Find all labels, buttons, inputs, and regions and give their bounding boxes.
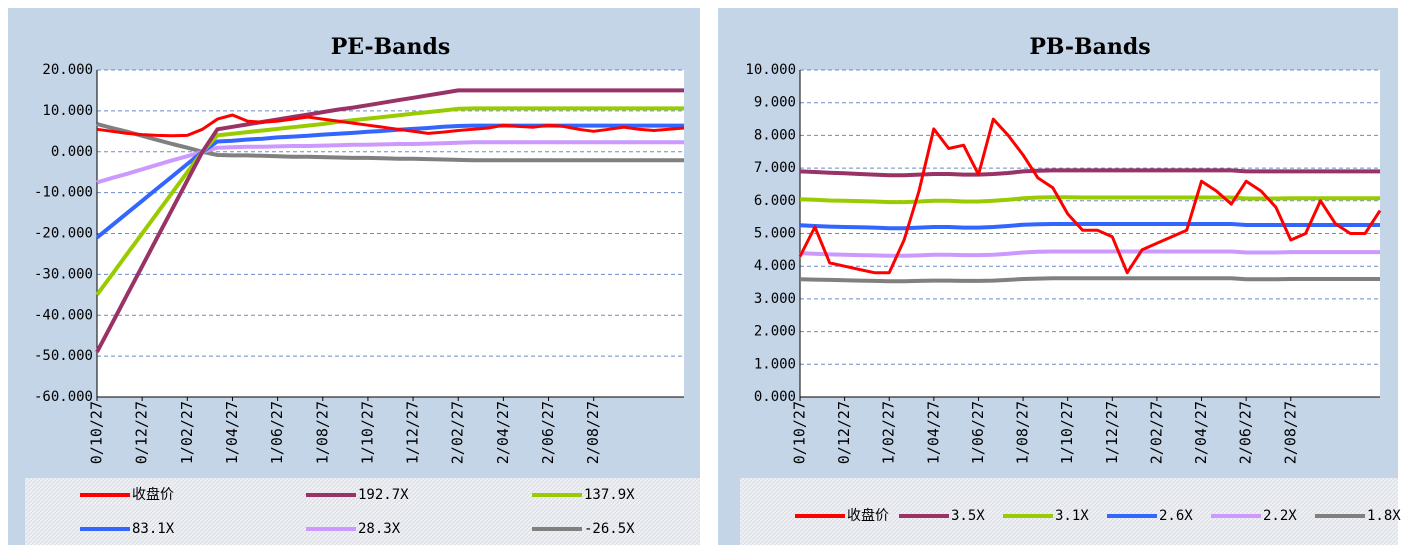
series-line bbox=[799, 168, 1380, 178]
x-tick-label: 1/10/27 bbox=[358, 401, 376, 464]
legend-box bbox=[25, 478, 700, 545]
y-tick-label: -60.000 bbox=[34, 389, 93, 405]
y-tick-label: 9.000 bbox=[754, 95, 796, 111]
legend-label: -26.5X bbox=[584, 521, 635, 537]
series-line bbox=[96, 122, 684, 163]
x-tick-label: 1/04/27 bbox=[924, 401, 942, 464]
x-tick-label: 1/12/27 bbox=[1103, 401, 1121, 464]
y-tick-label: 1.000 bbox=[754, 356, 796, 372]
x-tick-label: 2/02/27 bbox=[1147, 401, 1165, 464]
series-line bbox=[96, 113, 685, 138]
y-tick-label: 10.000 bbox=[745, 62, 796, 78]
legend-label: 2.2X bbox=[1263, 508, 1297, 524]
y-tick-label: -50.000 bbox=[34, 348, 93, 364]
y-tick-label: 20.000 bbox=[42, 62, 93, 78]
y-tick-label: 7.000 bbox=[754, 160, 796, 176]
x-tick-label: 1/06/27 bbox=[268, 401, 286, 464]
series-line bbox=[799, 276, 1380, 284]
y-tick-label: 0.000 bbox=[51, 144, 93, 160]
series-line bbox=[799, 195, 1380, 205]
legend-label: 收盘价 bbox=[132, 486, 174, 503]
x-tick-label: 1/08/27 bbox=[313, 401, 331, 464]
legend-box bbox=[740, 478, 1398, 545]
x-tick-label: 1/12/27 bbox=[404, 401, 422, 464]
y-tick-label: 10.000 bbox=[42, 103, 93, 119]
x-tick-label: 0/12/27 bbox=[835, 401, 853, 464]
legend-label: 28.3X bbox=[358, 521, 401, 537]
chart-title: PB-Bands bbox=[1029, 34, 1150, 60]
y-tick-label: 4.000 bbox=[754, 258, 796, 274]
x-tick-label: 0/10/27 bbox=[88, 401, 106, 464]
y-tick-label: 6.000 bbox=[754, 193, 796, 209]
legend-label: 2.6X bbox=[1159, 508, 1193, 524]
series-line bbox=[95, 123, 684, 240]
x-tick-label: 1/04/27 bbox=[223, 401, 241, 464]
y-tick-label: 8.000 bbox=[754, 127, 796, 143]
x-tick-label: 2/08/27 bbox=[584, 401, 602, 464]
legend-label: 1.8X bbox=[1367, 508, 1401, 524]
x-tick-label: 1/02/27 bbox=[880, 401, 898, 464]
x-tick-label: 1/10/27 bbox=[1058, 401, 1076, 464]
legend-label: 83.1X bbox=[132, 521, 175, 537]
x-tick-label: 2/08/27 bbox=[1281, 401, 1299, 464]
legend-label: 192.7X bbox=[358, 487, 409, 503]
x-tick-label: 2/06/27 bbox=[539, 401, 557, 464]
chart-title: PE-Bands bbox=[331, 34, 450, 60]
x-tick-label: 2/02/27 bbox=[449, 401, 467, 464]
y-tick-label: -20.000 bbox=[34, 226, 93, 242]
legend-label: 137.9X bbox=[584, 487, 635, 503]
y-tick-label: -40.000 bbox=[34, 307, 93, 323]
series-line bbox=[798, 117, 1382, 275]
series-line bbox=[95, 88, 684, 353]
series-line bbox=[96, 140, 684, 185]
y-tick-label: 2.000 bbox=[754, 324, 796, 340]
y-tick-label: 5.000 bbox=[754, 226, 796, 242]
y-tick-label: -30.000 bbox=[34, 266, 93, 282]
x-tick-label: 2/04/27 bbox=[494, 401, 512, 464]
x-tick-label: 2/04/27 bbox=[1192, 401, 1210, 464]
x-tick-label: 1/02/27 bbox=[178, 401, 196, 464]
x-tick-label: 1/08/27 bbox=[1014, 401, 1032, 464]
legend-label: 3.1X bbox=[1055, 508, 1089, 524]
y-tick-label: -10.000 bbox=[34, 185, 93, 201]
x-tick-label: 2/06/27 bbox=[1237, 401, 1255, 464]
y-tick-label: 0.000 bbox=[754, 389, 796, 405]
legend-label: 收盘价 bbox=[847, 507, 889, 524]
x-tick-label: 0/10/27 bbox=[791, 401, 809, 464]
y-tick-label: 3.000 bbox=[754, 291, 796, 307]
x-tick-label: 1/06/27 bbox=[969, 401, 987, 464]
legend-label: 3.5X bbox=[951, 508, 985, 524]
x-tick-label: 0/12/27 bbox=[133, 401, 151, 464]
